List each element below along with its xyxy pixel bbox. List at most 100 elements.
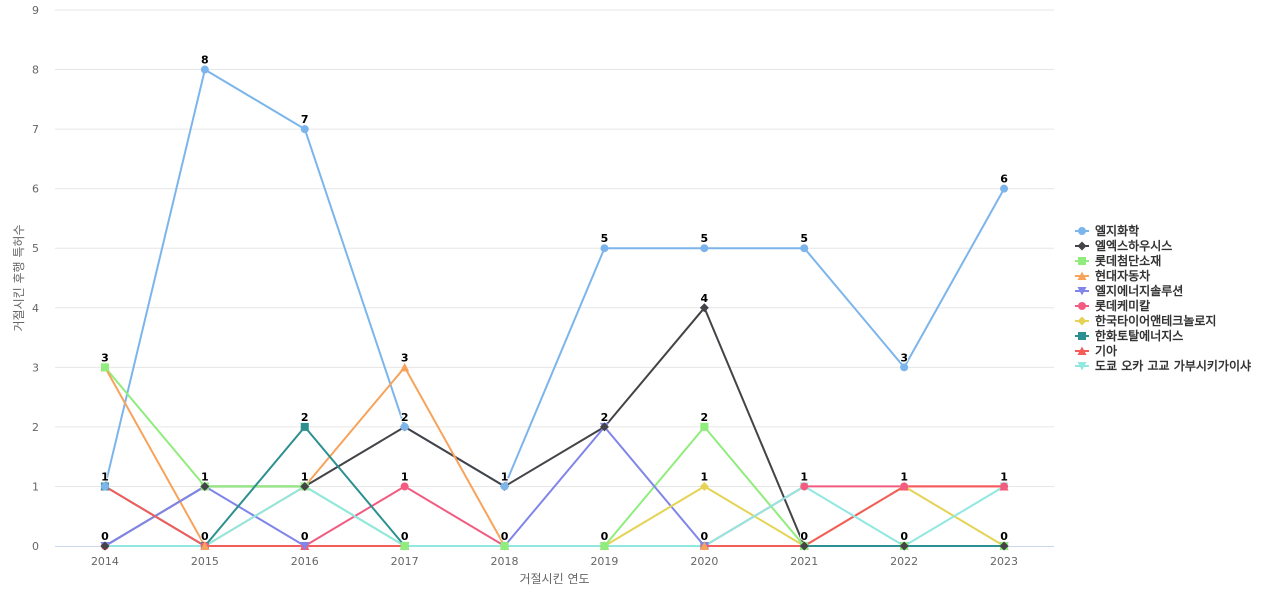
- data-point: [500, 482, 509, 491]
- x-tick-label: 2015: [191, 555, 219, 568]
- legend-item[interactable]: 엘지화학: [1075, 223, 1139, 238]
- data-label: 7: [301, 113, 309, 126]
- data-label: 0: [900, 530, 908, 543]
- y-tick-label: 9: [32, 4, 39, 17]
- x-tick-label: 2020: [690, 555, 718, 568]
- data-point: [1000, 482, 1009, 491]
- data-label: 1: [201, 470, 209, 483]
- data-label: 5: [601, 232, 609, 245]
- legend: 엘지화학엘엑스하우시스롯데첨단소재현대자동차엘지에너지솔루션롯데케미칼한국타이어…: [1075, 223, 1251, 373]
- data-label: 5: [800, 232, 808, 245]
- data-point: [200, 541, 210, 550]
- y-tick-label: 1: [32, 480, 39, 493]
- data-point: [700, 422, 709, 431]
- y-axis-ticks: 0 1 2 3 4 5 6 7 8 9: [32, 4, 39, 553]
- x-tick-label: 2014: [91, 555, 119, 568]
- data-label: 2: [701, 411, 709, 424]
- data-point: [900, 482, 909, 491]
- data-point: [899, 541, 909, 551]
- data-label: 0: [501, 530, 509, 543]
- data-point: [800, 244, 809, 253]
- y-tick-label: 7: [32, 123, 39, 136]
- series-lines: [104, 68, 1005, 547]
- data-labels: 1 8 7 2 1 5 5 5 3 6 3 1 2 1 3 1 2 4 2 1 1 1 1 0 0 0 0 0 0 0 0 0 0: [100, 53, 1009, 544]
- data-point: [400, 482, 409, 491]
- data-label: 5: [701, 232, 709, 245]
- data-point: [400, 422, 409, 431]
- legend-label: 한화토탈에너지스: [1095, 328, 1183, 343]
- data-point: [200, 481, 210, 491]
- data-point: [600, 244, 609, 253]
- series-line: [105, 485, 1005, 547]
- legend-label: 엘엑스하우시스: [1095, 238, 1172, 253]
- data-point: [400, 542, 409, 550]
- y-tick-label: 4: [32, 302, 39, 315]
- legend-label: 기아: [1095, 343, 1117, 358]
- data-label: 2: [301, 411, 309, 424]
- legend-marker: [1078, 332, 1086, 340]
- series-line: [104, 68, 1005, 488]
- data-label: 1: [501, 470, 509, 483]
- x-tick-label: 2018: [491, 555, 519, 568]
- legend-item[interactable]: 기아: [1075, 343, 1117, 358]
- data-label: 1: [301, 470, 309, 483]
- legend-marker: [1078, 227, 1086, 235]
- data-point: [100, 482, 109, 491]
- y-tick-label: 3: [32, 361, 39, 374]
- data-point: [100, 541, 110, 551]
- data-point: [799, 541, 809, 551]
- data-point: [300, 481, 310, 491]
- data-label: 3: [900, 351, 908, 364]
- data-label: 1: [1000, 470, 1008, 483]
- data-label: 0: [301, 530, 309, 543]
- legend-label: 현대자동차: [1095, 268, 1150, 283]
- y-tick-label: 0: [32, 540, 39, 553]
- legend-label: 엘지화학: [1095, 223, 1139, 238]
- series-line: [104, 485, 1005, 547]
- data-label: 4: [701, 292, 709, 305]
- legend-label: 롯데첨단소재: [1095, 253, 1161, 268]
- data-point: [300, 422, 309, 431]
- legend-item[interactable]: 도쿄 오카 고교 가부시키가이샤: [1075, 358, 1251, 373]
- data-label: 0: [701, 530, 709, 543]
- legend-marker: [1078, 257, 1086, 265]
- data-point: [800, 482, 809, 491]
- x-tick-label: 2019: [590, 555, 618, 568]
- data-label: 0: [601, 530, 609, 543]
- x-tick-label: 2023: [990, 555, 1018, 568]
- data-label: 2: [401, 411, 409, 424]
- legend-marker: [1077, 362, 1087, 371]
- data-label: 1: [401, 470, 409, 483]
- legend-item[interactable]: 현대자동차: [1075, 268, 1150, 283]
- legend-item[interactable]: 한화토탈에너지스: [1075, 328, 1183, 343]
- legend-label: 한국타이어앤테크놀로지: [1095, 313, 1216, 328]
- data-label: 6: [1000, 173, 1008, 186]
- grid-lines: [55, 9, 1054, 487]
- x-axis-title: 거절시킨 연도: [519, 572, 589, 586]
- legend-label: 도쿄 오카 고교 가부시키가이샤: [1095, 358, 1251, 373]
- legend-item[interactable]: 엘지에너지솔루션: [1075, 283, 1183, 298]
- legend-item[interactable]: 롯데케미칼: [1075, 298, 1150, 313]
- data-point: [200, 65, 209, 74]
- legend-marker: [1077, 346, 1087, 355]
- legend-label: 롯데케미칼: [1095, 298, 1150, 313]
- x-tick-label: 2016: [291, 555, 319, 568]
- legend-item[interactable]: 엘엑스하우시스: [1075, 238, 1172, 253]
- data-label: 0: [101, 530, 109, 543]
- y-tick-label: 5: [32, 242, 39, 255]
- legend-marker: [1077, 287, 1087, 296]
- data-label: 3: [401, 351, 409, 364]
- y-tick-label: 8: [32, 64, 39, 77]
- legend-marker: [1078, 302, 1086, 310]
- legend-marker: [1077, 316, 1087, 326]
- legend-item[interactable]: 롯데첨단소재: [1075, 253, 1161, 268]
- series-line: [105, 485, 1005, 547]
- legend-item[interactable]: 한국타이어앤테크놀로지: [1075, 313, 1216, 328]
- y-axis-title: 거절시킨 후행 특허수: [11, 225, 26, 332]
- data-label: 1: [900, 470, 908, 483]
- data-point: [900, 363, 909, 372]
- data-point: [600, 542, 609, 550]
- data-point: [699, 481, 709, 491]
